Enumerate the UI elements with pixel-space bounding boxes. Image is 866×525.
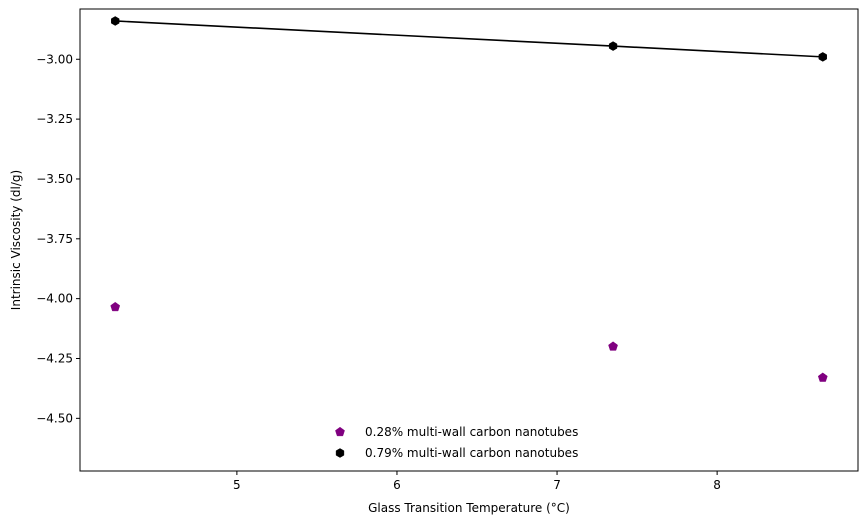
x-axis-label: Glass Transition Temperature (°C) [368,501,570,515]
data-point [817,372,828,382]
y-tick-label: −3.00 [36,52,73,66]
legend-item: 0.79% multi-wall carbon nanotubes [335,446,578,460]
y-tick-label: −3.50 [36,172,73,186]
legend-label: 0.79% multi-wall carbon nanotubes [365,446,578,460]
y-axis-label: Intrinsic Viscosity (dl/g) [9,170,23,310]
legend-label: 0.28% multi-wall carbon nanotubes [365,425,578,439]
y-tick-label: −3.25 [36,112,73,126]
series [110,301,828,382]
y-tick-label: −4.50 [36,411,73,425]
x-tick-label: 5 [233,478,241,492]
data-point [111,16,120,26]
y-tick-label: −3.75 [36,232,73,246]
series [111,16,827,62]
legend-marker-shape [335,426,345,437]
x-tick-label: 6 [393,478,401,492]
x-tick-label: 8 [713,478,721,492]
legend-item: 0.28% multi-wall carbon nanotubes [335,425,578,439]
x-tick-label: 7 [553,478,561,492]
y-tick-label: −4.25 [36,351,73,365]
legend-marker [335,448,345,458]
y-axis-ticks: −3.00 −3.25 −3.50 −3.75 −4.00 −4.25 −4.50 [36,52,80,425]
data-point [110,301,121,312]
plot-area [79,8,859,472]
legend-marker-shape [335,448,345,458]
data-point [608,41,618,51]
series-layer [110,16,828,382]
legend: 0.28% multi-wall carbon nanotubes 0.79% … [335,425,578,460]
legend-marker [335,426,345,437]
data-point [818,52,827,62]
x-axis-ticks: 5 6 7 8 [233,471,721,492]
data-point [608,341,618,351]
y-tick-label: −4.00 [36,292,73,306]
